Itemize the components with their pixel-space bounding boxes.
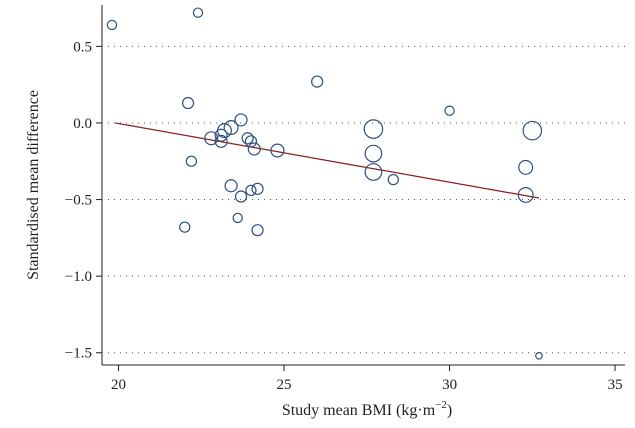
data-point xyxy=(251,224,264,237)
x-tick-label: 35 xyxy=(608,377,623,393)
data-point xyxy=(251,182,264,195)
x-axis-title-superscript: −2 xyxy=(435,399,447,411)
x-tick-label: 20 xyxy=(111,377,126,393)
data-point xyxy=(192,7,204,18)
data-point xyxy=(522,120,543,141)
y-axis-ticks: 0.5 0.0 −0.5 −1.0 −1.5 xyxy=(65,39,102,362)
data-point xyxy=(444,105,455,116)
data-point xyxy=(106,19,118,31)
data-point xyxy=(270,143,285,158)
data-point xyxy=(535,351,543,360)
data-point xyxy=(234,113,248,127)
x-tick-label: 25 xyxy=(277,377,292,393)
y-axis-title: Standardised mean difference xyxy=(25,90,42,280)
data-point xyxy=(185,155,198,167)
data-point xyxy=(244,135,258,148)
data-points xyxy=(106,7,543,360)
data-point xyxy=(517,186,534,203)
data-point xyxy=(234,190,248,203)
data-point xyxy=(232,212,243,224)
y-tick-label: −1.5 xyxy=(65,346,92,362)
x-axis-ticks: 20 25 30 35 xyxy=(111,365,623,393)
data-point xyxy=(181,96,195,110)
data-point xyxy=(214,134,228,148)
data-point xyxy=(223,120,239,136)
data-point xyxy=(224,179,238,193)
data-point xyxy=(241,132,254,145)
data-point xyxy=(311,75,324,88)
x-tick-label: 30 xyxy=(442,377,457,393)
data-point xyxy=(364,144,383,163)
data-point xyxy=(214,128,228,142)
data-point xyxy=(387,173,399,186)
data-point xyxy=(179,221,191,233)
data-point xyxy=(518,159,534,175)
y-tick-label: 0.5 xyxy=(73,39,92,55)
data-point xyxy=(247,142,261,156)
data-point xyxy=(245,184,257,197)
data-point xyxy=(204,131,219,146)
x-axis-title-close: ) xyxy=(447,402,452,419)
regression-line xyxy=(115,122,540,199)
y-tick-label: 0.0 xyxy=(73,116,92,132)
grid-lines xyxy=(108,45,625,354)
y-tick-label: −1.0 xyxy=(65,269,92,285)
data-point xyxy=(363,119,384,139)
axes xyxy=(101,5,625,366)
x-axis-title: Study mean BMI (kg·m−2) xyxy=(282,399,452,419)
data-point xyxy=(364,163,383,181)
regression-line-layer xyxy=(115,122,540,199)
y-tick-label: −0.5 xyxy=(65,193,92,209)
